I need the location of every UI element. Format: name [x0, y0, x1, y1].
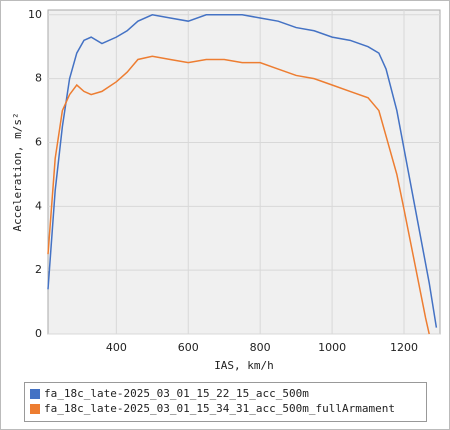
plot-area — [47, 9, 441, 335]
x-tick-label: 1200 — [390, 341, 418, 354]
y-axis-title: Acceleration, m/s² — [11, 112, 24, 231]
legend-swatch — [30, 389, 40, 399]
y-tick-label: 6 — [35, 135, 42, 148]
y-tick-label: 8 — [35, 72, 42, 85]
y-tick-label: 4 — [35, 199, 42, 212]
legend-swatch — [30, 404, 40, 414]
y-tick-label: 10 — [28, 8, 42, 21]
legend-label: fa_18c_late-2025_03_01_15_34_31_acc_500m… — [44, 402, 395, 415]
x-tick-label: 1000 — [318, 341, 346, 354]
legend — [24, 382, 427, 422]
y-tick-label: 0 — [35, 327, 42, 340]
data-line — [47, 55, 430, 335]
x-tick-label: 600 — [178, 341, 199, 354]
y-tick-label: 2 — [35, 263, 42, 276]
x-tick-label: 400 — [106, 341, 127, 354]
legend-label: fa_18c_late-2025_03_01_15_22_15_acc_500m — [44, 387, 309, 400]
x-axis-title: IAS, km/h — [214, 359, 274, 372]
data-line — [47, 14, 438, 328]
x-tick-label: 800 — [250, 341, 271, 354]
